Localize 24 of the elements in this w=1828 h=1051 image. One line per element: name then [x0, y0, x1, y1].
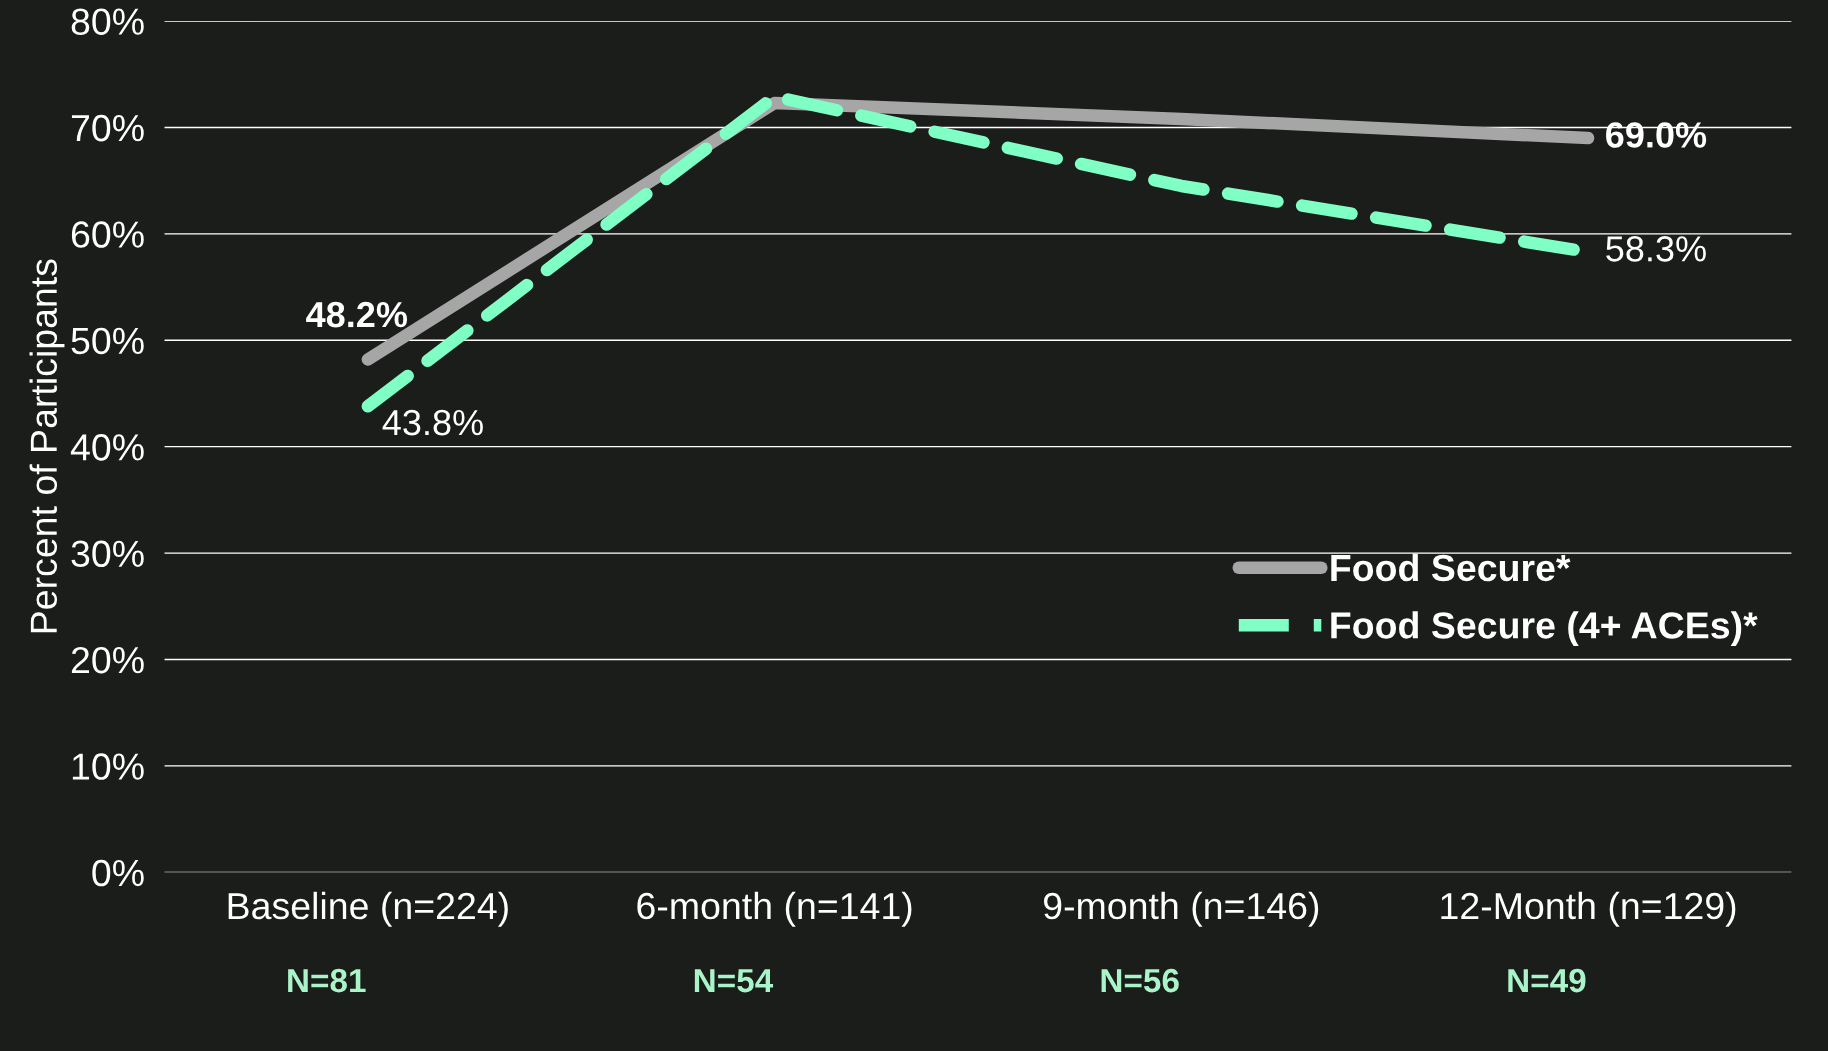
text: N=56: [1101, 968, 1179, 993]
y-tick-label: 80%: [71, 8, 144, 35]
data-label: 58.3%: [1606, 236, 1706, 262]
x-tick-label: 9-month (n=146): [1043, 891, 1319, 927]
y-tick-label: 70%: [71, 114, 144, 142]
text: N=81: [288, 968, 366, 993]
x-tick-label: 12-Month (n=129): [1441, 891, 1736, 927]
y-tick-label: 30%: [71, 540, 144, 568]
legend-label: Food Secure (4+ ACEs)*: [1331, 611, 1758, 647]
y-tick-label: 60%: [71, 221, 144, 248]
y-tick-label: 10%: [72, 753, 144, 780]
text: N=49: [1508, 968, 1586, 993]
data-label: 69.0%: [1606, 122, 1707, 148]
x-tick-label: Baseline (n=224): [228, 891, 508, 927]
legend-label: Food Secure*: [1331, 553, 1571, 582]
x-tick-label: 6-month (n=141): [637, 891, 912, 927]
y-tick-label: 20%: [71, 646, 144, 674]
data-label: 43.8%: [382, 409, 483, 436]
text: N=54: [694, 969, 774, 993]
y-axis-title: Percent of Participants: [29, 259, 65, 633]
y-tick-label: 40%: [70, 434, 144, 461]
y-tick-label: 50%: [71, 327, 144, 355]
data-label: 48.2%: [306, 301, 408, 328]
y-tick-label: 0%: [92, 859, 144, 887]
